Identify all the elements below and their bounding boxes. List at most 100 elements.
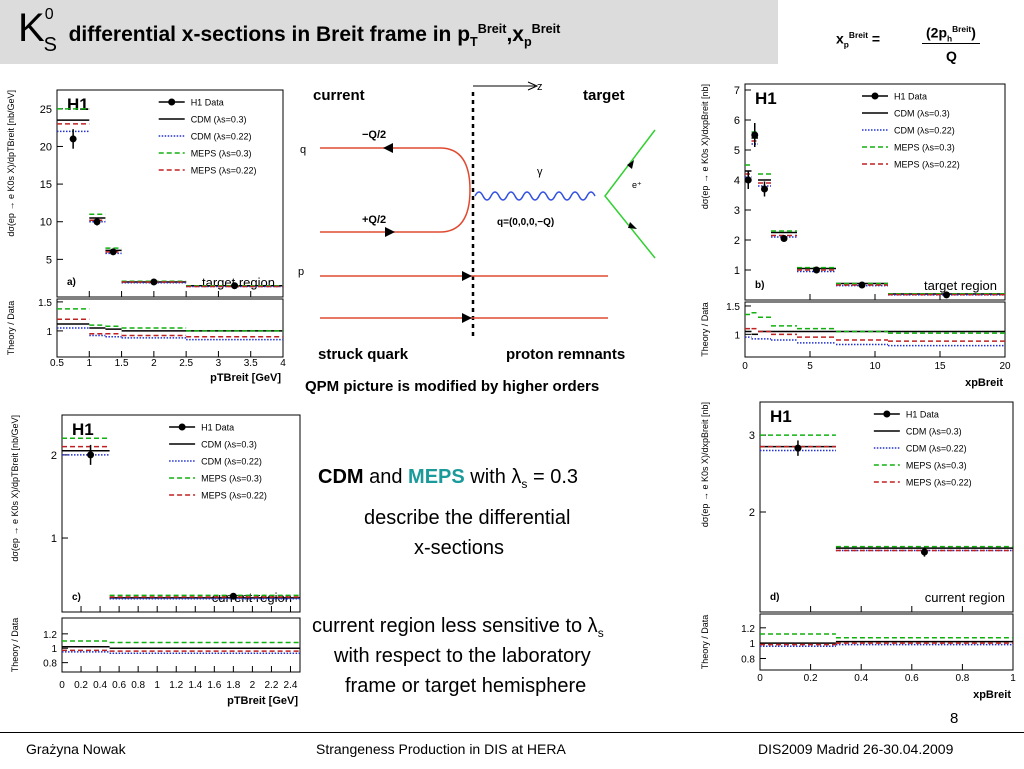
title-part: p [523, 35, 532, 50]
x-tick-label: 2.5 [179, 358, 193, 369]
legend-label: MEPS (λs=0.22) [191, 166, 257, 176]
conference: DIS2009 Madrid 26-30.04.2009 [758, 741, 954, 757]
x-tick-label: 0.5 [50, 358, 64, 369]
panel-label: c) [72, 592, 81, 603]
x-tick-label: 0 [59, 680, 65, 691]
summary-part: = 0.3 [527, 466, 579, 488]
proton-label: p [298, 266, 304, 278]
formula-part: Q [946, 48, 957, 64]
quark-label: q [300, 144, 306, 156]
q-vector: q=(0,0,0,−Q) [497, 217, 554, 228]
lepton-label: e⁺ [632, 180, 642, 190]
formula-part: (2p [926, 24, 947, 41]
plot-frame [744, 83, 1006, 301]
data-point [69, 135, 77, 143]
title-part: ,x [506, 23, 524, 46]
data-point [920, 548, 928, 556]
current-line: frame or target hemisphere [345, 675, 587, 697]
region-label: target region [202, 275, 275, 290]
y-tick-label: 15 [40, 179, 52, 191]
current-label: current [313, 87, 365, 104]
y-tick-label: 5 [46, 254, 52, 266]
x-tick-label: 2.2 [264, 680, 278, 691]
x-tick-label: 15 [934, 361, 946, 372]
x-axis-label: xpBreit [965, 377, 1003, 389]
formula-part: x [836, 30, 844, 47]
formula-part: h [947, 33, 953, 44]
photon [474, 191, 596, 201]
region-label: current region [925, 590, 1005, 605]
legend-label: H1 Data [906, 410, 939, 420]
data-point [744, 176, 752, 184]
ratio-y-tick-label: 1.5 [726, 302, 740, 313]
ratio-axis-label: Theory / Data [700, 302, 710, 357]
formula-part: Breit [952, 24, 972, 34]
ratio-frame [61, 617, 301, 673]
formula-part: = [871, 30, 881, 47]
legend-swatch [168, 98, 176, 106]
legend-label: CDM (λs=0.22) [906, 444, 967, 454]
panel-label: b) [755, 280, 764, 291]
ratio-axis-label: Theory / Data [10, 618, 20, 673]
lepton [604, 129, 656, 259]
z-label: z [537, 81, 543, 93]
x-tick-label: 0.6 [905, 673, 919, 684]
x-tick-label: 0 [742, 361, 748, 372]
y-tick-label: 1 [51, 533, 57, 545]
legend-label: MEPS (λs=0.22) [894, 160, 960, 170]
ratio-y-tick-label: 0.8 [43, 659, 57, 670]
title-part: Breit [531, 22, 561, 36]
qpm-diagram: z current target −Q/2 +Q/2 q p γ e⁺ q=(0… [298, 81, 656, 395]
x-tick-label: 20 [999, 361, 1011, 372]
y-tick-label: 2 [51, 450, 57, 462]
legend-label: CDM (λs=0.22) [894, 126, 955, 136]
numerator: (2phBreit) [922, 24, 980, 45]
plot-frame [61, 414, 301, 613]
title-part: Breit [477, 22, 507, 36]
arrows [627, 160, 637, 229]
logo: H1 [770, 407, 792, 426]
data-point [780, 235, 788, 242]
slide-title: K0 S differential x-sections in Breit fra… [18, 6, 560, 57]
ratio-axis-label: Theory / Data [700, 615, 710, 670]
minus-label: −Q/2 [362, 129, 386, 141]
x-tick-label: 2 [151, 358, 157, 369]
current-line: with respect to the laboratory [334, 645, 591, 667]
summary-part: s [521, 477, 528, 491]
legend-label: MEPS (λs=0.3) [906, 461, 967, 471]
x-tick-label: 2.4 [284, 680, 298, 691]
x-tick-label: 0.2 [804, 673, 818, 684]
plot-frame [759, 401, 1014, 613]
x-tick-label: 3 [216, 358, 222, 369]
page-number: 8 [950, 710, 959, 727]
x-tick-label: 1.5 [115, 358, 129, 369]
legend-label: CDM (λs=0.22) [201, 457, 262, 467]
x-tick-label: 0.4 [854, 673, 868, 684]
y-tick-label: 25 [40, 104, 52, 116]
plot-frame [56, 89, 284, 298]
x-tick-label: 1.8 [226, 680, 240, 691]
ratio-y-tick-label: 1 [734, 330, 740, 341]
ratio-frame [744, 301, 1006, 358]
data-point [943, 291, 950, 299]
legend-label: MEPS (λs=0.3) [191, 149, 252, 159]
x-axis-label: pTBreit [GeV] [227, 695, 298, 707]
talk: Strangeness Production in DIS at HERA [316, 741, 566, 757]
legend-label: CDM (λs=0.22) [191, 132, 252, 142]
x-tick-label: 1 [1010, 673, 1016, 684]
summary-part: MEPS [408, 466, 465, 488]
x-tick-label: 1 [154, 680, 160, 691]
x-tick-label: 0 [757, 673, 763, 684]
formula-part: Breit [848, 30, 869, 40]
x-tick-label: 5 [807, 361, 813, 372]
x-tick-label: 1.2 [169, 680, 183, 691]
title-bar [0, 0, 778, 64]
author: Grażyna Nowak [26, 741, 126, 757]
legend-label: H1 Data [191, 98, 224, 108]
data-point [229, 592, 237, 600]
data-point [109, 248, 117, 256]
ratio-axis-label: Theory / Data [6, 301, 16, 356]
data-point [813, 266, 820, 274]
legend-label: MEPS (λs=0.22) [906, 478, 972, 488]
summary-part: and [363, 466, 409, 488]
